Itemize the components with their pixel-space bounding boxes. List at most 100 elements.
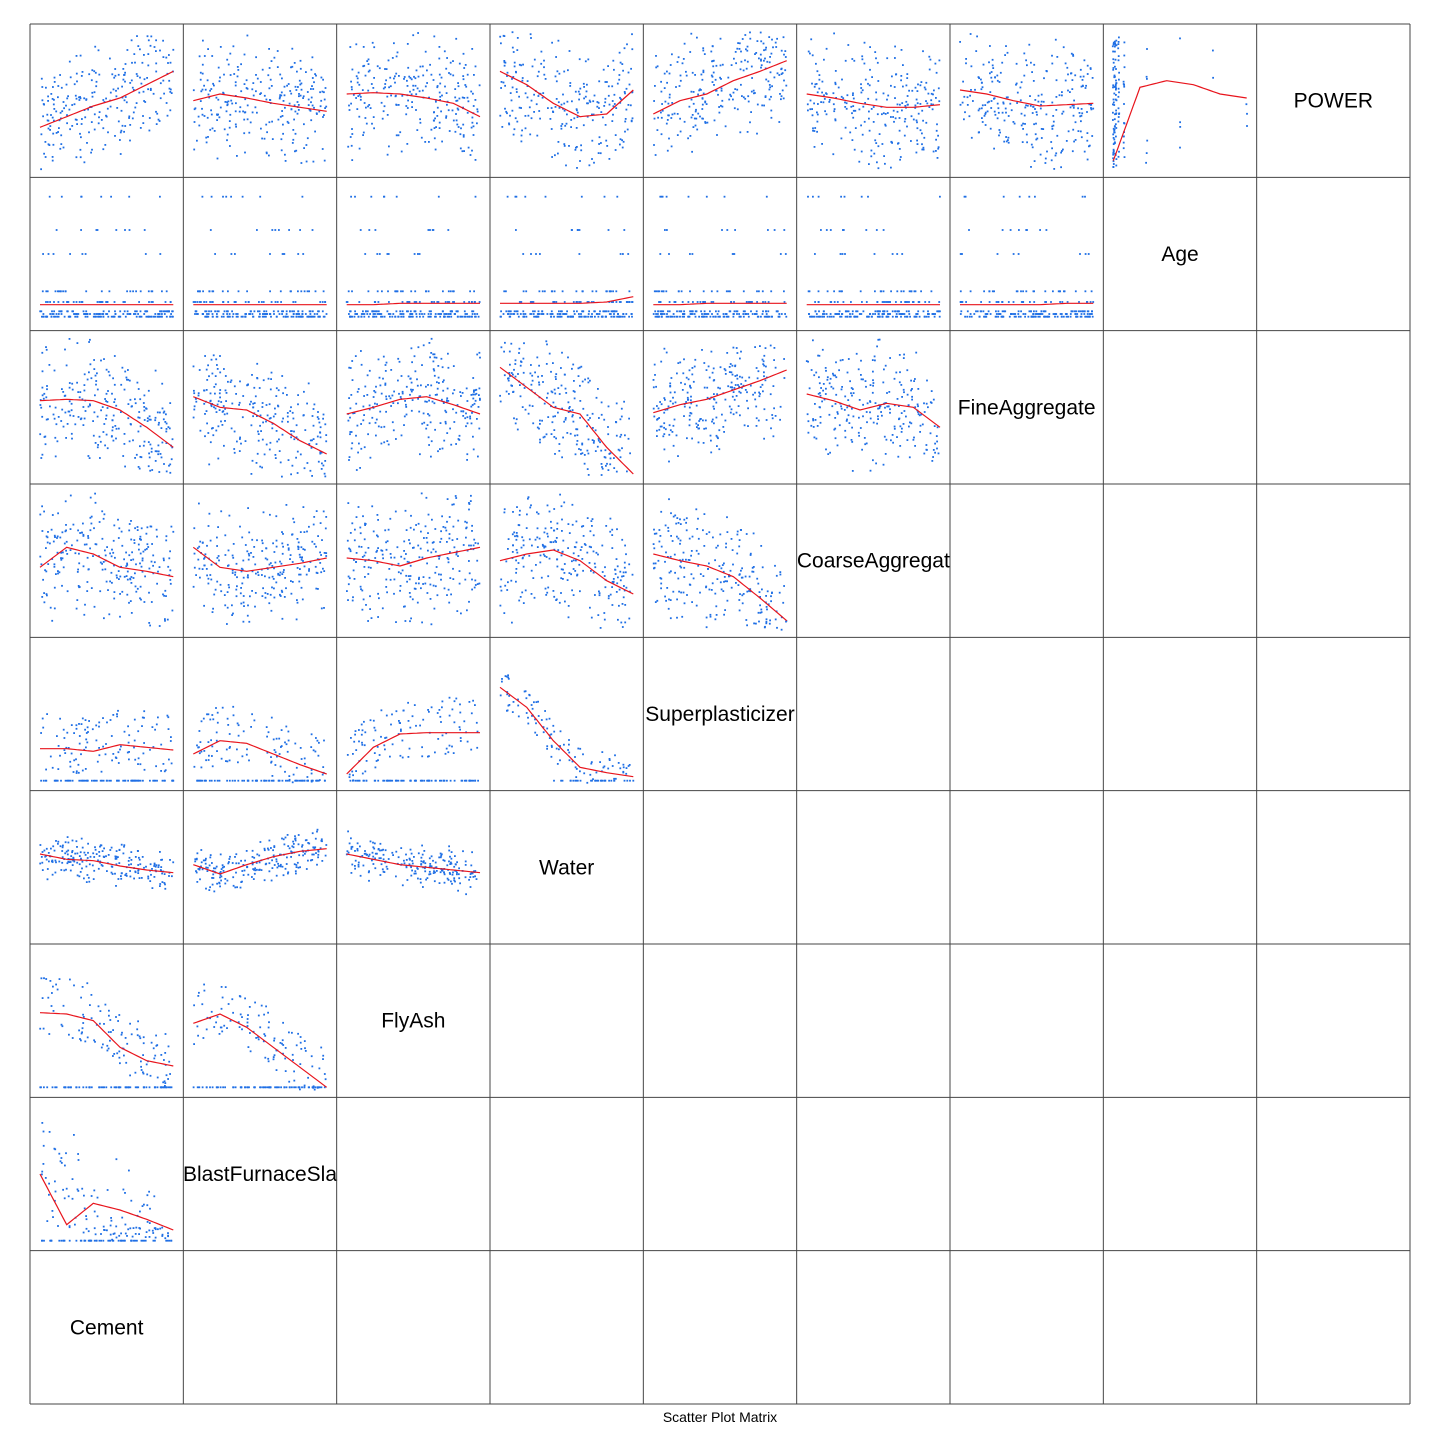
scatter-point	[359, 874, 362, 877]
scatter-point	[209, 886, 211, 889]
scatter-point	[209, 574, 212, 576]
scatter-point	[422, 412, 425, 415]
scatter-point	[153, 863, 156, 866]
scatter-point	[702, 442, 705, 444]
scatter-point	[172, 530, 175, 533]
scatter-point	[783, 377, 786, 379]
scatter-point	[65, 1152, 67, 1155]
scatter-point	[87, 851, 89, 854]
scatter-point	[257, 1038, 260, 1041]
scatter-point	[893, 425, 896, 428]
scatter-point	[241, 536, 244, 539]
scatter-point	[672, 402, 674, 405]
scatter-point	[725, 542, 727, 545]
scatter-point	[242, 620, 245, 623]
scatter-point	[698, 420, 701, 422]
scatter-point	[134, 398, 136, 401]
scatter-point	[316, 435, 319, 438]
scatter-point	[99, 845, 101, 848]
scatter-point	[539, 441, 541, 444]
scatter-point	[763, 437, 765, 440]
scatter-point	[87, 842, 89, 845]
scatter-point	[614, 777, 617, 780]
scatter-point	[352, 779, 355, 782]
scatter-point	[380, 442, 383, 445]
scatter-point	[46, 536, 49, 539]
scatter-point	[139, 310, 142, 313]
scatter-point	[755, 417, 758, 420]
scatter-point	[836, 444, 839, 447]
scatter-point	[615, 558, 618, 560]
scatter-point	[203, 604, 205, 607]
scatter-point	[813, 436, 816, 439]
scatter-point	[681, 615, 684, 618]
scatter-point	[262, 1040, 265, 1043]
scatter-point	[694, 358, 697, 361]
scatter-point	[157, 453, 160, 456]
scatter-point	[542, 553, 545, 556]
scatter-point	[146, 1204, 149, 1207]
scatter-point	[39, 555, 42, 558]
scatter-point	[135, 310, 138, 313]
scatter-point	[142, 1054, 144, 1056]
scatter-point	[155, 1034, 157, 1037]
scatter-point	[107, 589, 109, 591]
scatter-point	[105, 301, 107, 303]
scatter-point	[247, 1046, 250, 1048]
scatter-point	[603, 575, 606, 577]
scatter-point	[373, 390, 376, 392]
scatter-point	[614, 573, 617, 575]
scatter-point	[48, 1033, 51, 1035]
scatter-point	[914, 445, 916, 447]
scatter-point	[115, 574, 118, 577]
scatter-point	[548, 737, 551, 739]
panel-FineAggregate-vs-FlyAsh	[346, 337, 481, 471]
scatter-point	[442, 779, 445, 782]
scatter-point	[511, 711, 514, 713]
scatter-point	[587, 419, 590, 421]
scatter-point	[518, 347, 521, 350]
scatter-point	[860, 359, 862, 362]
scatter-point	[269, 593, 272, 596]
panel-points	[346, 696, 479, 782]
scatter-point	[703, 545, 706, 547]
scatter-point	[553, 436, 556, 438]
scatter-point	[503, 508, 506, 511]
scatter-point	[668, 424, 671, 427]
scatter-point	[129, 1086, 132, 1089]
scatter-point	[207, 759, 210, 761]
scatter-point	[448, 845, 450, 848]
scatter-point	[389, 397, 392, 400]
scatter-point	[354, 733, 356, 736]
scatter-point	[574, 756, 576, 758]
scatter-point	[51, 859, 54, 862]
scatter-point	[265, 420, 267, 423]
scatter-point	[124, 1232, 127, 1235]
scatter-point	[312, 424, 315, 427]
scatter-point	[667, 607, 670, 610]
scatter-point	[46, 290, 49, 293]
scatter-point	[401, 390, 404, 393]
scatter-point	[84, 768, 87, 770]
scatter-point	[117, 427, 120, 430]
scatter-point	[52, 313, 55, 315]
scatter-point	[117, 1020, 119, 1022]
scatter-point	[161, 872, 163, 875]
scatter-point	[872, 459, 874, 462]
scatter-point	[473, 389, 475, 392]
scatter-point	[70, 752, 73, 755]
scatter-point	[521, 591, 524, 594]
scatter-point	[660, 545, 663, 548]
scatter-point	[152, 315, 155, 318]
scatter-point	[145, 1063, 148, 1066]
scatter-point	[515, 538, 518, 541]
scatter-point	[735, 582, 737, 584]
scatter-point	[620, 433, 623, 436]
scatter-point	[231, 572, 234, 574]
scatter-point	[244, 859, 246, 862]
scatter-point	[81, 1031, 83, 1034]
scatter-point	[158, 313, 161, 315]
scatter-point	[279, 863, 282, 866]
scatter-point	[78, 586, 81, 588]
scatter-point	[274, 407, 276, 410]
